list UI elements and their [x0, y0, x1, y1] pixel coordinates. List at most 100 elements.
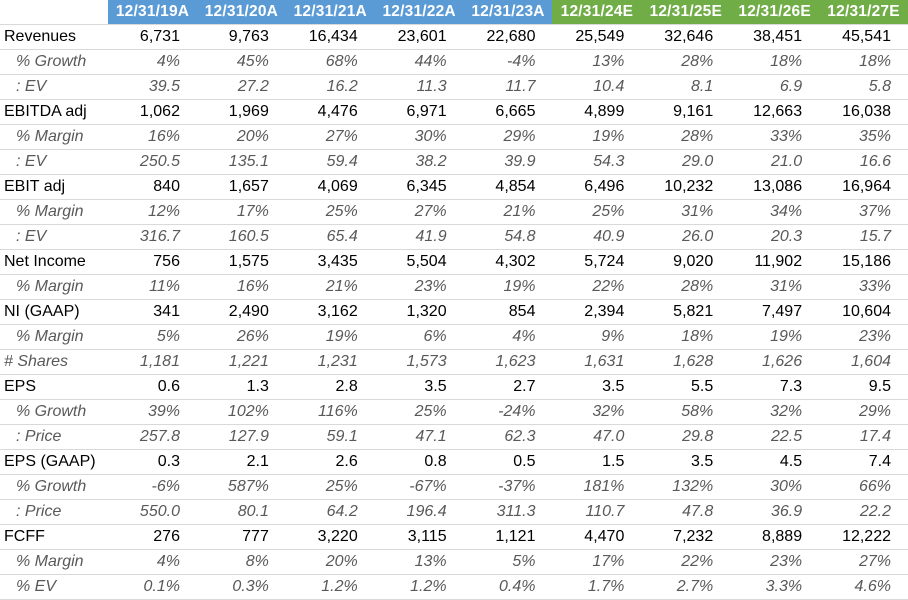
value-cell[interactable]: 587%	[196, 474, 286, 500]
value-cell[interactable]: 59.4	[285, 149, 375, 175]
value-cell[interactable]: 30%	[730, 474, 820, 500]
value-cell[interactable]: 29%	[819, 399, 908, 425]
value-cell[interactable]: 12%	[108, 199, 197, 225]
value-cell[interactable]: 27%	[819, 549, 908, 575]
value-cell[interactable]: 1,657	[196, 174, 286, 200]
value-cell[interactable]: 45%	[196, 49, 286, 75]
value-cell[interactable]: 5%	[463, 549, 553, 575]
row-label[interactable]: % Growth	[0, 474, 109, 500]
value-cell[interactable]: 2.8	[285, 374, 375, 400]
value-cell[interactable]: 54.8	[463, 224, 553, 250]
row-label[interactable]: : Price	[0, 424, 109, 450]
value-cell[interactable]: 0.6	[108, 374, 197, 400]
value-cell[interactable]: 27.2	[196, 74, 286, 100]
value-cell[interactable]: 4,899	[552, 99, 642, 125]
value-cell[interactable]: 30%	[374, 124, 464, 150]
value-cell[interactable]: 0.8	[374, 449, 464, 475]
value-cell[interactable]: 5,724	[552, 249, 642, 275]
row-label[interactable]: % Margin	[0, 124, 109, 150]
value-cell[interactable]: 29.0	[641, 149, 731, 175]
column-header-12-31-22a[interactable]: 12/31/22A	[374, 0, 464, 25]
value-cell[interactable]: 1.5	[552, 449, 642, 475]
value-cell[interactable]: 1,121	[463, 524, 553, 550]
value-cell[interactable]: 15.7	[819, 224, 908, 250]
value-cell[interactable]: 1.7%	[552, 574, 642, 600]
value-cell[interactable]: 45,541	[819, 24, 908, 50]
value-cell[interactable]: 316.7	[108, 224, 197, 250]
value-cell[interactable]: 25%	[374, 399, 464, 425]
value-cell[interactable]: 6.9	[730, 74, 820, 100]
value-cell[interactable]: 2.1	[196, 449, 286, 475]
value-cell[interactable]: 54.3	[552, 149, 642, 175]
value-cell[interactable]: 22.5	[730, 424, 820, 450]
value-cell[interactable]: 21%	[463, 199, 553, 225]
value-cell[interactable]: 16,434	[285, 24, 375, 50]
value-cell[interactable]: 3.5	[374, 374, 464, 400]
value-cell[interactable]: 3.5	[641, 449, 731, 475]
value-cell[interactable]: 59.1	[285, 424, 375, 450]
column-header-12-31-27e[interactable]: 12/31/27E	[819, 0, 908, 25]
value-cell[interactable]: 2.6	[285, 449, 375, 475]
value-cell[interactable]: 3,435	[285, 249, 375, 275]
value-cell[interactable]: 66%	[819, 474, 908, 500]
value-cell[interactable]: 20.3	[730, 224, 820, 250]
value-cell[interactable]: 68%	[285, 49, 375, 75]
value-cell[interactable]: 11%	[108, 274, 197, 300]
row-label[interactable]: Net Income	[0, 249, 109, 275]
row-label[interactable]: % EV	[0, 574, 109, 600]
value-cell[interactable]: 9%	[552, 324, 642, 350]
value-cell[interactable]: 3.5	[552, 374, 642, 400]
value-cell[interactable]: 9,020	[641, 249, 731, 275]
row-label[interactable]: % Margin	[0, 199, 109, 225]
value-cell[interactable]: 25%	[552, 199, 642, 225]
value-cell[interactable]: 2.7%	[641, 574, 731, 600]
value-cell[interactable]: 16%	[196, 274, 286, 300]
value-cell[interactable]: 4,470	[552, 524, 642, 550]
value-cell[interactable]: 777	[196, 524, 286, 550]
value-cell[interactable]: 18%	[730, 49, 820, 75]
value-cell[interactable]: 196.4	[374, 499, 464, 525]
value-cell[interactable]: 19%	[552, 124, 642, 150]
value-cell[interactable]: 28%	[641, 124, 731, 150]
value-cell[interactable]: 4%	[463, 324, 553, 350]
value-cell[interactable]: 11.3	[374, 74, 464, 100]
value-cell[interactable]: 11.7	[463, 74, 553, 100]
value-cell[interactable]: 36.9	[730, 499, 820, 525]
value-cell[interactable]: 23%	[819, 324, 908, 350]
column-header-12-31-25e[interactable]: 12/31/25E	[641, 0, 731, 25]
value-cell[interactable]: 19%	[730, 324, 820, 350]
value-cell[interactable]: 0.3	[108, 449, 197, 475]
value-cell[interactable]: 17.4	[819, 424, 908, 450]
value-cell[interactable]: 4,476	[285, 99, 375, 125]
value-cell[interactable]: 22.2	[819, 499, 908, 525]
row-label[interactable]: % Growth	[0, 399, 109, 425]
value-cell[interactable]: 1,221	[196, 349, 286, 375]
row-label[interactable]: % Margin	[0, 324, 109, 350]
value-cell[interactable]: 32,646	[641, 24, 731, 50]
value-cell[interactable]: -4%	[463, 49, 553, 75]
value-cell[interactable]: 26%	[196, 324, 286, 350]
value-cell[interactable]: 17%	[552, 549, 642, 575]
value-cell[interactable]: 3.3%	[730, 574, 820, 600]
value-cell[interactable]: 5.8	[819, 74, 908, 100]
value-cell[interactable]: 6,345	[374, 174, 464, 200]
value-cell[interactable]: 23%	[730, 549, 820, 575]
value-cell[interactable]: 1.3	[196, 374, 286, 400]
row-label[interactable]: Revenues	[0, 24, 109, 50]
row-label[interactable]: : Price	[0, 499, 109, 525]
value-cell[interactable]: 39.5	[108, 74, 197, 100]
value-cell[interactable]: 9.5	[819, 374, 908, 400]
value-cell[interactable]: 41.9	[374, 224, 464, 250]
value-cell[interactable]: 11,902	[730, 249, 820, 275]
column-header-12-31-21a[interactable]: 12/31/21A	[285, 0, 375, 25]
column-header-12-31-24e[interactable]: 12/31/24E	[552, 0, 642, 25]
value-cell[interactable]: 1,231	[285, 349, 375, 375]
value-cell[interactable]: 16,964	[819, 174, 908, 200]
value-cell[interactable]: 38.2	[374, 149, 464, 175]
value-cell[interactable]: 47.1	[374, 424, 464, 450]
value-cell[interactable]: 21%	[285, 274, 375, 300]
value-cell[interactable]: 5,821	[641, 299, 731, 325]
value-cell[interactable]: 62.3	[463, 424, 553, 450]
value-cell[interactable]: 23,601	[374, 24, 464, 50]
value-cell[interactable]: 6,731	[108, 24, 197, 50]
